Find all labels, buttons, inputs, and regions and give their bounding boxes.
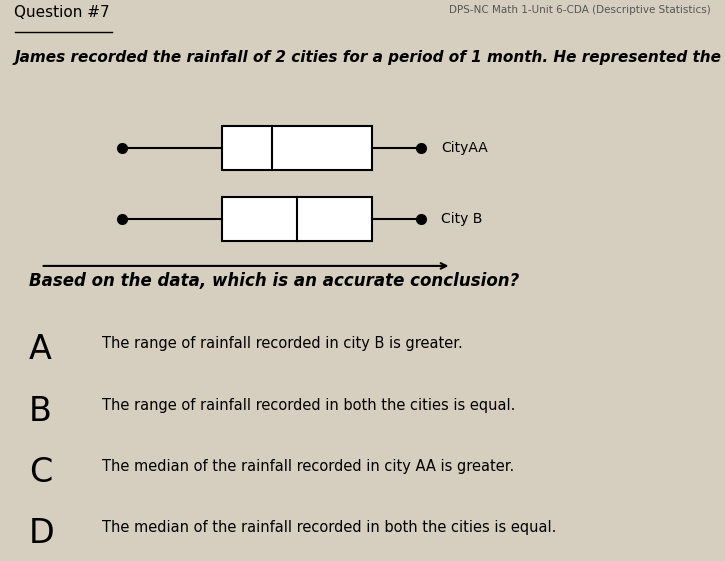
Text: D: D — [29, 517, 55, 550]
Text: C: C — [29, 456, 52, 489]
Text: The median of the rainfall recorded in both the cities is equal.: The median of the rainfall recorded in b… — [102, 520, 556, 535]
Text: The median of the rainfall recorded in city AA is greater.: The median of the rainfall recorded in c… — [102, 459, 514, 474]
Text: CityAA: CityAA — [442, 141, 488, 155]
Text: Based on the data, which is an accurate conclusion?: Based on the data, which is an accurate … — [29, 272, 519, 290]
Text: The range of rainfall recorded in city B is greater.: The range of rainfall recorded in city B… — [102, 337, 463, 351]
Bar — [222, 126, 371, 170]
Text: Question #7: Question #7 — [14, 5, 110, 20]
Text: The range of rainfall recorded in both the cities is equal.: The range of rainfall recorded in both t… — [102, 398, 515, 413]
Text: City B: City B — [442, 212, 483, 226]
Text: DPS-NC Math 1-Unit 6-CDA (Descriptive Statistics): DPS-NC Math 1-Unit 6-CDA (Descriptive St… — [449, 5, 710, 15]
Text: B: B — [29, 395, 52, 427]
Text: A: A — [29, 333, 52, 366]
Bar — [222, 197, 371, 241]
Text: James recorded the rainfall of 2 cities for a period of 1 month. He represented : James recorded the rainfall of 2 cities … — [14, 50, 725, 66]
